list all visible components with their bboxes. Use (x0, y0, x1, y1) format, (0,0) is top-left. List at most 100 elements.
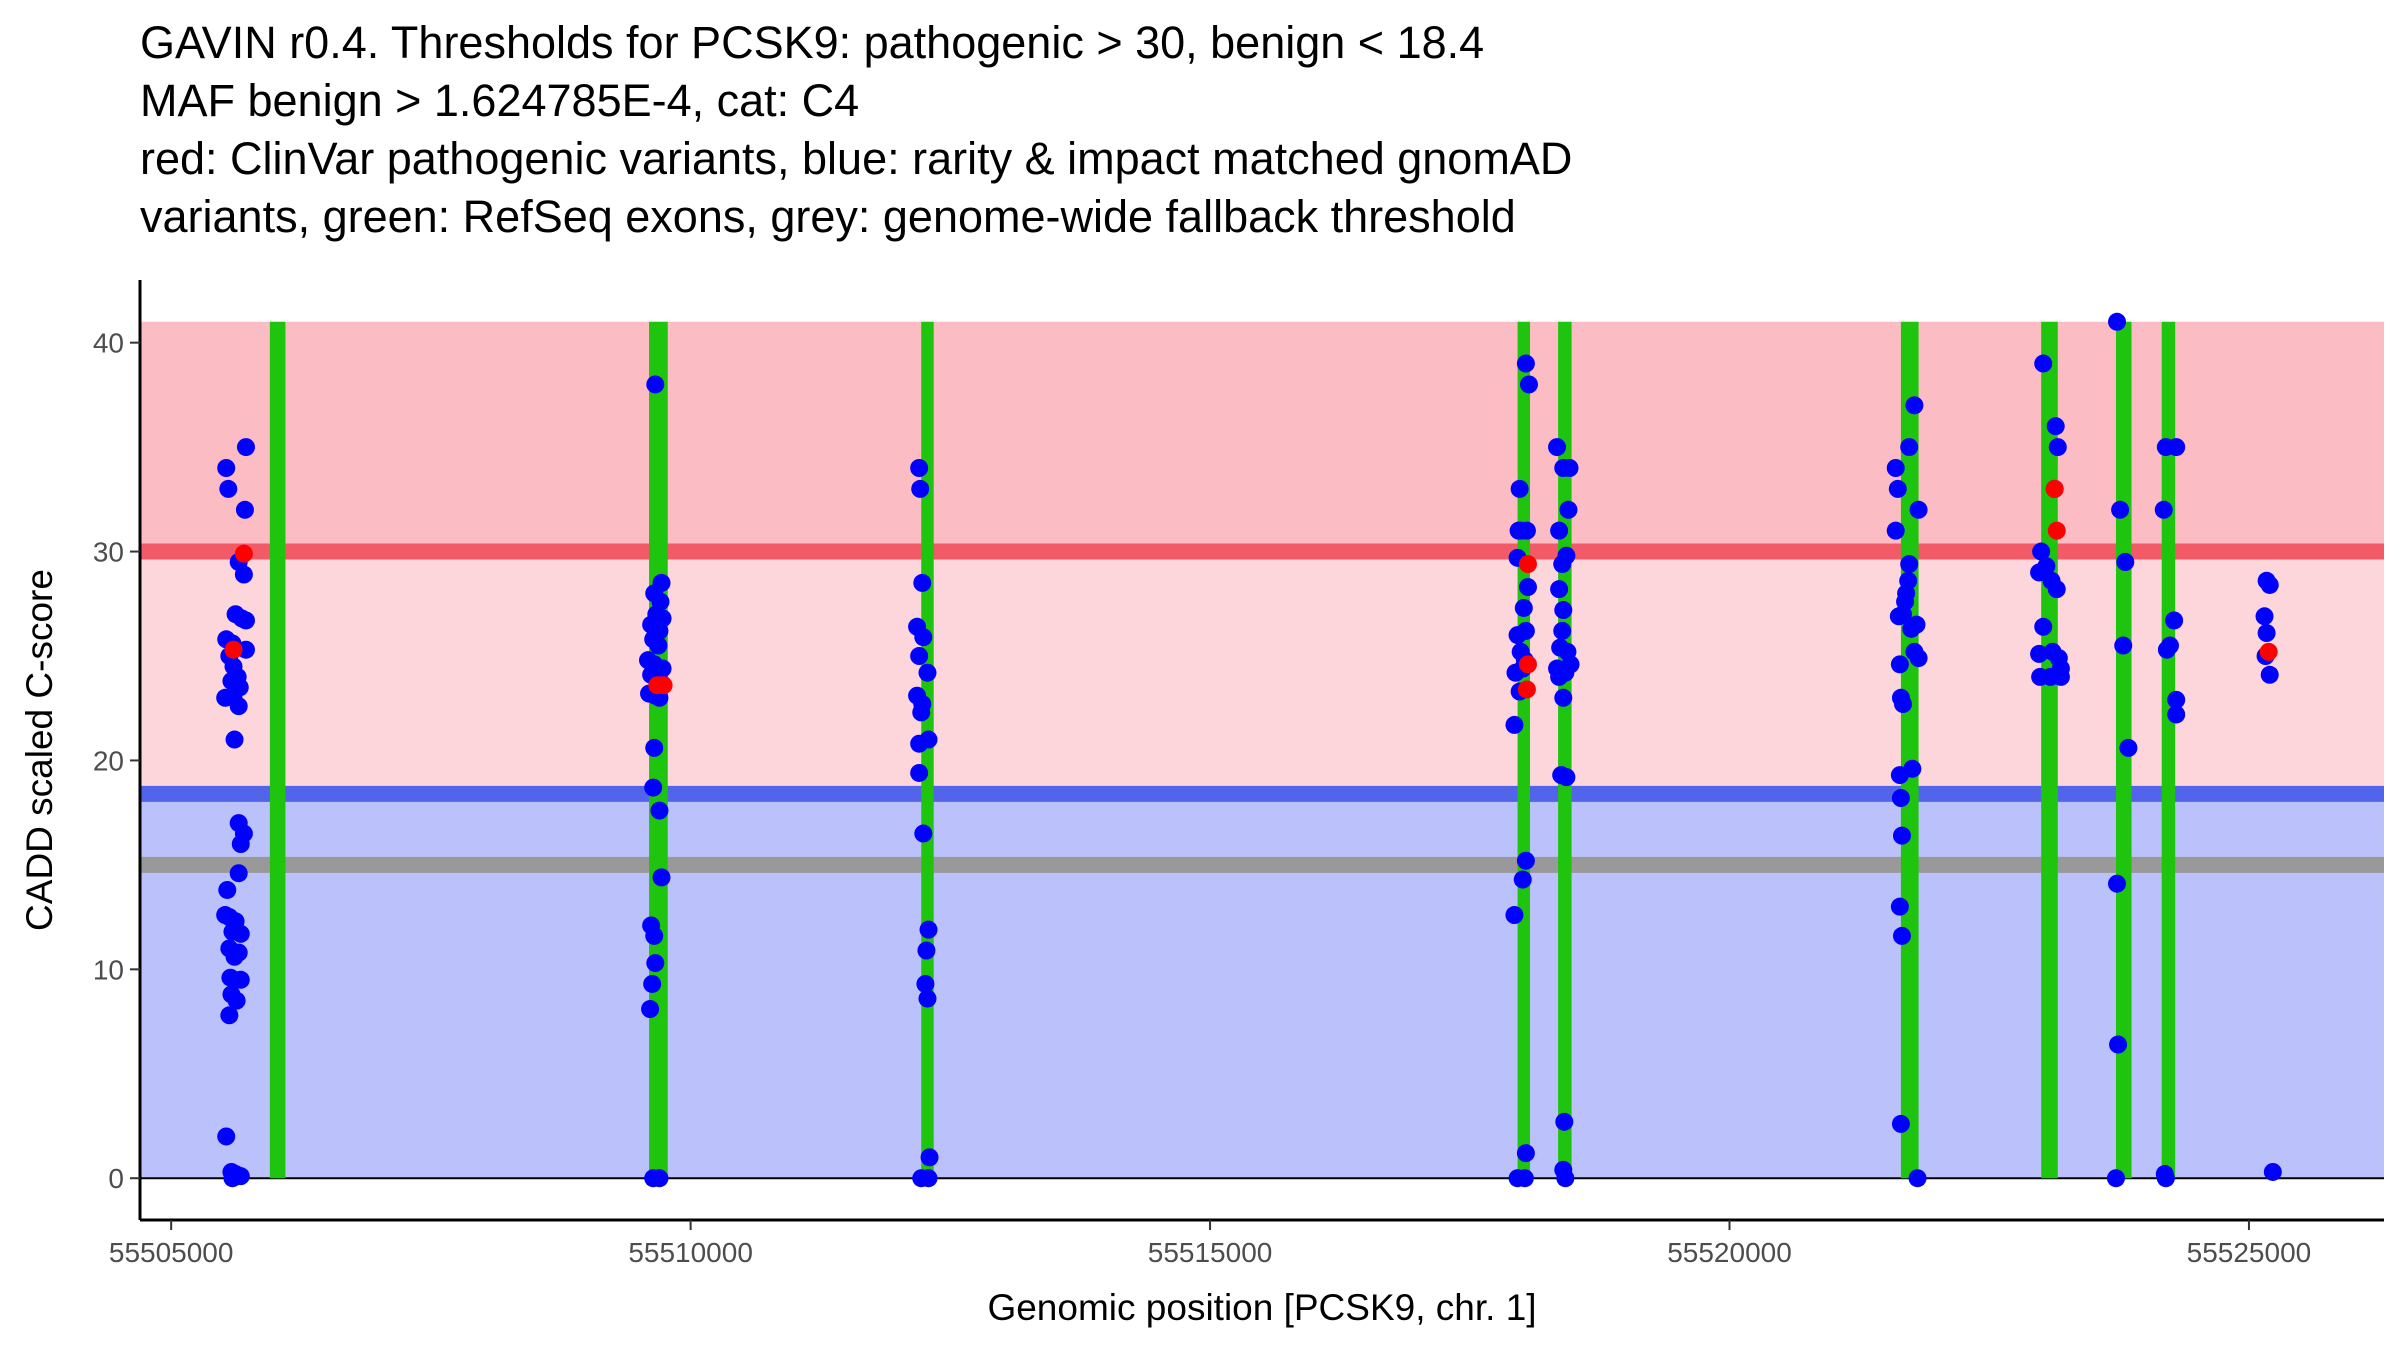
gnomad-point (1513, 870, 1532, 889)
gnomad-point (2167, 690, 2186, 709)
gnomad-point (2108, 312, 2127, 331)
gnomad-point (2260, 575, 2279, 594)
title-line-2: MAF benign > 1.624785E-4, cat: C4 (140, 75, 860, 126)
gnomad-point (231, 924, 250, 943)
gnomad-point (2047, 580, 2066, 599)
gnomad-point (2034, 354, 2053, 373)
title-line-1: GAVIN r0.4. Thresholds for PCSK9: pathog… (140, 17, 1485, 68)
gnomad-point (1909, 500, 1928, 519)
x-axis-label: Genomic position [PCSK9, chr. 1] (987, 1287, 1536, 1328)
gnomad-point (236, 640, 255, 659)
y-tick-label: 10 (93, 954, 124, 985)
gnomad-point (218, 880, 237, 899)
x-tick-label: 55505000 (109, 1237, 234, 1268)
clinvar-point (2045, 479, 2064, 498)
y-tick-label: 0 (108, 1163, 124, 1194)
gnomad-point (217, 459, 236, 477)
gnomad-point (220, 1006, 239, 1025)
gnomad-point (643, 974, 662, 993)
gnomad-point (1560, 459, 1579, 477)
gnomad-point (236, 438, 255, 457)
gnomad-point (1555, 1112, 1574, 1131)
gnomad-point (1550, 580, 1569, 599)
gnomad-point (913, 573, 932, 592)
gnomad-point (2109, 1035, 2128, 1054)
gnomad-point (1908, 1169, 1927, 1188)
gnomad-point (2046, 417, 2065, 436)
axes: 0 10 20 30 40 55505000 55510000 55515000 5552000… (93, 280, 2384, 1268)
gnomad-point (919, 920, 938, 939)
gnomad-point (914, 824, 933, 843)
gnomad-point (2051, 667, 2070, 686)
gnomad-point (2119, 738, 2138, 757)
gnomad-point (1909, 649, 1928, 668)
gnomad-point (2032, 542, 2051, 561)
gnomad-point (1900, 555, 1919, 574)
gnomad-point (2106, 1169, 2125, 1188)
clinvar-point (2259, 642, 2278, 661)
gnomad-point (911, 479, 930, 498)
exon-bar (269, 321, 286, 1179)
gnomad-point (910, 647, 929, 665)
gnomad-point (1510, 479, 1529, 498)
exon-bar (921, 321, 934, 1179)
gnomad-point (1550, 521, 1569, 540)
gnomad-point (649, 636, 668, 655)
gnomad-point (1889, 607, 1908, 626)
gnomad-point (912, 703, 931, 722)
gnomad-point (918, 663, 937, 682)
gnomad-point (1554, 601, 1573, 620)
intermediate-zone-band (140, 551, 2384, 794)
exon-bar (1900, 321, 1919, 1179)
gnomad-point (1559, 500, 1578, 519)
title-line-3: red: ClinVar pathogenic variants, blue: … (140, 133, 1573, 184)
gnomad-point (2116, 553, 2135, 571)
gnomad-point (646, 375, 665, 394)
y-tick-label: 20 (93, 745, 124, 776)
gnomad-point (231, 970, 250, 989)
gnomad-point (1515, 1169, 1534, 1188)
gnomad-point (1516, 1144, 1535, 1163)
gnomad-point (1902, 619, 1921, 638)
gnomad-point (2157, 640, 2176, 659)
gnomad-point (1548, 438, 1567, 457)
gnomad-point (229, 864, 248, 883)
gnomad-point (1892, 926, 1911, 945)
gnomad-point (1519, 375, 1538, 394)
gnomad-point (910, 734, 929, 753)
gnomad-point (2167, 705, 2186, 724)
gnomad-point (2263, 1162, 2282, 1181)
clinvar-point (1517, 680, 1536, 699)
gnomad-point (225, 730, 244, 749)
gnomad-point (1556, 1169, 1575, 1188)
gnomad-point (225, 947, 244, 966)
clinvar-point (1518, 555, 1537, 574)
chart-title: GAVIN r0.4. Thresholds for PCSK9: pathog… (140, 14, 1572, 246)
gnomad-point (1900, 438, 1919, 457)
gnomad-point (916, 974, 935, 993)
gnomad-point (227, 991, 246, 1010)
gnomad-point (1554, 688, 1573, 707)
gnomad-point (652, 868, 671, 887)
gnomad-point (1557, 768, 1576, 787)
gnomad-point (231, 835, 250, 853)
gnomad-point (650, 801, 669, 820)
gnomad-point (2257, 624, 2276, 643)
gnomad-point (229, 697, 248, 716)
gnomad-point (2030, 644, 2049, 663)
gnomad-point (1505, 715, 1524, 734)
gnomad-point (1891, 789, 1910, 808)
gnomad-point (1888, 479, 1907, 498)
gnomad-point (2165, 611, 2184, 630)
gnomad-point (1516, 851, 1535, 870)
gnomad-point (917, 941, 936, 960)
gnomad-point (919, 1169, 938, 1188)
gnomad-point (1516, 621, 1535, 640)
gnomad-point (2108, 874, 2127, 893)
variant-points (216, 312, 2282, 1188)
x-tick-label: 55515000 (1148, 1237, 1273, 1268)
clinvar-point (654, 676, 673, 695)
gnomad-point (914, 628, 933, 647)
gnomad-point (646, 954, 665, 973)
gnomad-point (1891, 1114, 1910, 1133)
